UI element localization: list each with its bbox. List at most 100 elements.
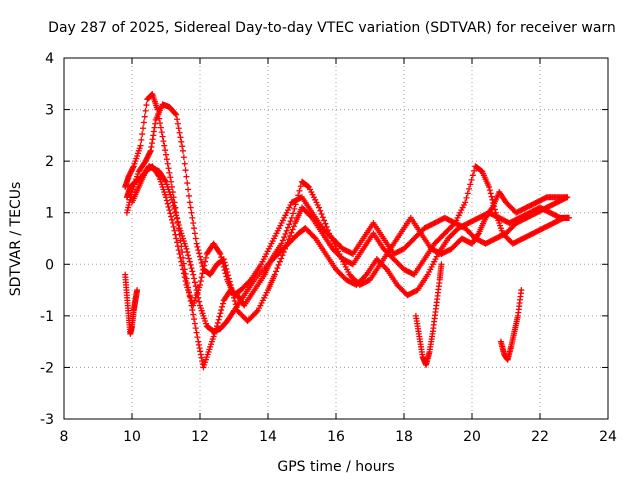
data-point xyxy=(282,245,288,252)
data-point-trace xyxy=(172,231,179,238)
data-point-trace xyxy=(170,223,177,230)
data-point-trace xyxy=(176,129,183,136)
grid xyxy=(64,58,608,419)
data-point xyxy=(486,183,492,190)
data-point-trace xyxy=(185,192,192,199)
data-point-trace xyxy=(319,214,326,221)
data-point-trace xyxy=(140,125,147,132)
data-point-trace xyxy=(172,204,179,211)
data-point-trace xyxy=(279,237,286,244)
data-point-trace xyxy=(199,270,206,277)
data-point-trace xyxy=(186,258,193,265)
data-point-trace xyxy=(284,224,291,231)
data-point-trace xyxy=(297,183,304,190)
data-point-trace xyxy=(170,194,177,201)
data-point-trace xyxy=(197,256,204,263)
data-point-trace xyxy=(274,265,281,272)
data-point-trace xyxy=(192,235,199,242)
data-point-trace xyxy=(166,169,173,176)
data-point-trace xyxy=(171,199,178,206)
data-point-trace xyxy=(296,187,303,194)
data-point-trace xyxy=(191,275,198,282)
data-point-trace xyxy=(175,225,182,232)
data-point-trace xyxy=(174,116,181,123)
data-point-trace xyxy=(191,316,198,323)
data-point-trace xyxy=(194,243,201,250)
data-point xyxy=(438,261,445,268)
data-point-trace xyxy=(164,200,171,207)
data-point xyxy=(565,214,572,221)
data-point-trace xyxy=(171,227,178,234)
data-point-trace xyxy=(178,138,185,145)
data-point-trace xyxy=(157,124,164,131)
data-point-trace xyxy=(280,249,287,256)
data-point xyxy=(163,194,169,201)
data-point-trace xyxy=(231,298,238,305)
data-point xyxy=(183,245,190,252)
data-point-trace xyxy=(179,143,186,150)
data-point-trace xyxy=(273,268,280,275)
data-point-trace xyxy=(192,325,199,332)
data-point-trace xyxy=(488,193,495,200)
data-point-trace xyxy=(174,214,181,221)
x-tick-label: 16 xyxy=(327,429,345,445)
data-point xyxy=(271,271,278,278)
data-point-trace xyxy=(184,180,191,187)
data-point-trace xyxy=(486,187,493,194)
y-tick-label: 3 xyxy=(45,103,54,119)
series-dip-21 xyxy=(497,287,525,363)
data-point-trace xyxy=(163,151,169,158)
data-point-trace xyxy=(290,223,297,230)
data-point-trace xyxy=(180,266,186,273)
data-series xyxy=(122,91,572,371)
data-point-trace xyxy=(219,300,226,307)
data-point-trace xyxy=(159,133,166,140)
data-point-trace xyxy=(182,167,189,174)
data-point-trace xyxy=(464,190,471,197)
data-point xyxy=(197,281,203,288)
data-point-trace xyxy=(174,120,181,127)
data-point-trace xyxy=(215,316,222,323)
y-tick-label: -3 xyxy=(40,412,54,428)
data-point-trace xyxy=(467,181,474,188)
data-point-trace xyxy=(196,298,203,305)
y-tick-label: 2 xyxy=(45,154,54,170)
y-tick-label: -1 xyxy=(40,309,54,325)
data-point-trace xyxy=(474,231,481,238)
data-point-trace xyxy=(200,266,207,273)
data-point-trace xyxy=(140,119,147,126)
data-point-trace xyxy=(279,252,286,259)
data-point-trace xyxy=(202,258,209,265)
x-tick-label: 10 xyxy=(123,429,141,445)
data-point-trace xyxy=(201,262,208,269)
series-track-d xyxy=(129,163,571,309)
data-point-trace xyxy=(185,255,192,262)
data-point-trace xyxy=(246,278,253,285)
data-point xyxy=(154,106,161,113)
data-point-trace xyxy=(221,267,228,274)
data-point-trace xyxy=(189,268,196,275)
data-point xyxy=(176,250,183,257)
data-point-trace xyxy=(488,205,495,212)
data-point-trace xyxy=(321,217,328,224)
data-point-trace xyxy=(317,207,324,214)
data-point-trace xyxy=(220,263,227,270)
data-point-trace xyxy=(278,255,285,262)
data-point xyxy=(214,323,220,330)
data-point-trace xyxy=(188,265,195,272)
data-point-trace xyxy=(158,129,165,136)
data-point-trace xyxy=(253,308,260,315)
data-point-trace xyxy=(216,313,223,320)
data-point-trace xyxy=(163,197,170,204)
data-point xyxy=(278,240,285,247)
data-point-trace xyxy=(189,214,196,221)
data-point-trace xyxy=(171,205,178,212)
y-tick-label: -2 xyxy=(40,360,54,376)
data-point-trace xyxy=(164,160,171,167)
data-point-trace xyxy=(177,237,184,244)
data-point-trace xyxy=(362,272,369,279)
data-point-trace xyxy=(283,227,290,234)
y-tick-label: 0 xyxy=(45,257,54,273)
x-tick-label: 20 xyxy=(463,429,481,445)
